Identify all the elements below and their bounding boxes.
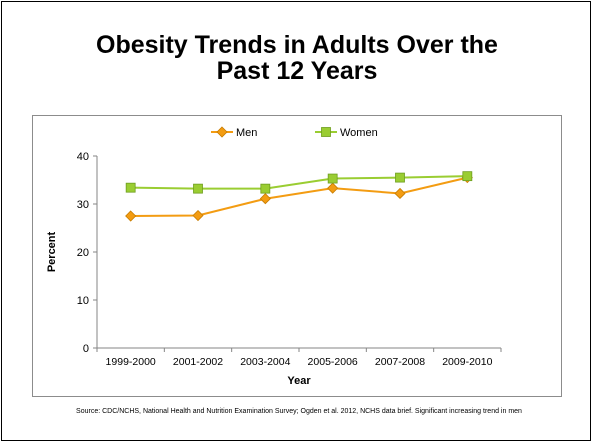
- chart-title: Obesity Trends in Adults Over the Past 1…: [2, 32, 592, 84]
- data-point-women: [462, 171, 473, 182]
- y-tick-label: 40: [77, 151, 89, 163]
- y-tick-label: 30: [77, 199, 89, 211]
- data-point-men: [125, 210, 137, 222]
- data-point-women: [125, 182, 136, 193]
- x-tick-label: 1999-2000: [106, 356, 156, 368]
- x-axis-title: Year: [287, 375, 311, 387]
- x-tick-label: 2001-2002: [173, 356, 223, 368]
- data-point-men: [259, 193, 271, 205]
- chart-title-line-1: Obesity Trends in Adults Over the: [96, 31, 498, 59]
- x-tick-label: 2003-2004: [240, 356, 290, 368]
- data-point-men: [394, 187, 406, 200]
- source-note: Source: CDC/NCHS, National Health and Nu…: [76, 408, 522, 415]
- legend-label-women: Women: [340, 127, 378, 139]
- data-point-women: [260, 183, 271, 194]
- chart-area: 0 10 20 30 40 1999-2000 2001-2002 2003-2004 2005…: [32, 115, 562, 397]
- y-tick-label: 20: [77, 247, 89, 259]
- data-point-women: [327, 173, 338, 184]
- y-axis-title: Percent: [46, 231, 58, 272]
- series-line-men: [130, 176, 468, 217]
- data-point-women: [193, 183, 203, 194]
- x-tick-label: 2007-2008: [375, 356, 425, 368]
- y-tick-label: 0: [83, 343, 89, 355]
- x-tick-label: 2009-2010: [442, 356, 492, 368]
- legend-label-men: Men: [236, 127, 257, 139]
- chart-title-line-2: Past 12 Years: [216, 57, 378, 85]
- data-point-men: [192, 209, 204, 222]
- series-line-women: [130, 175, 468, 190]
- legend-marker-men: [216, 126, 228, 138]
- data-point-men: [327, 182, 339, 194]
- y-tick-label: 10: [77, 295, 89, 307]
- legend-marker-women: [321, 127, 331, 137]
- data-point-women: [395, 172, 405, 183]
- x-tick-label: 2005-2006: [308, 356, 358, 368]
- line-chart: 0 10 20 30 40 1999-2000 2001-2002 2003-2004 2005…: [46, 126, 502, 387]
